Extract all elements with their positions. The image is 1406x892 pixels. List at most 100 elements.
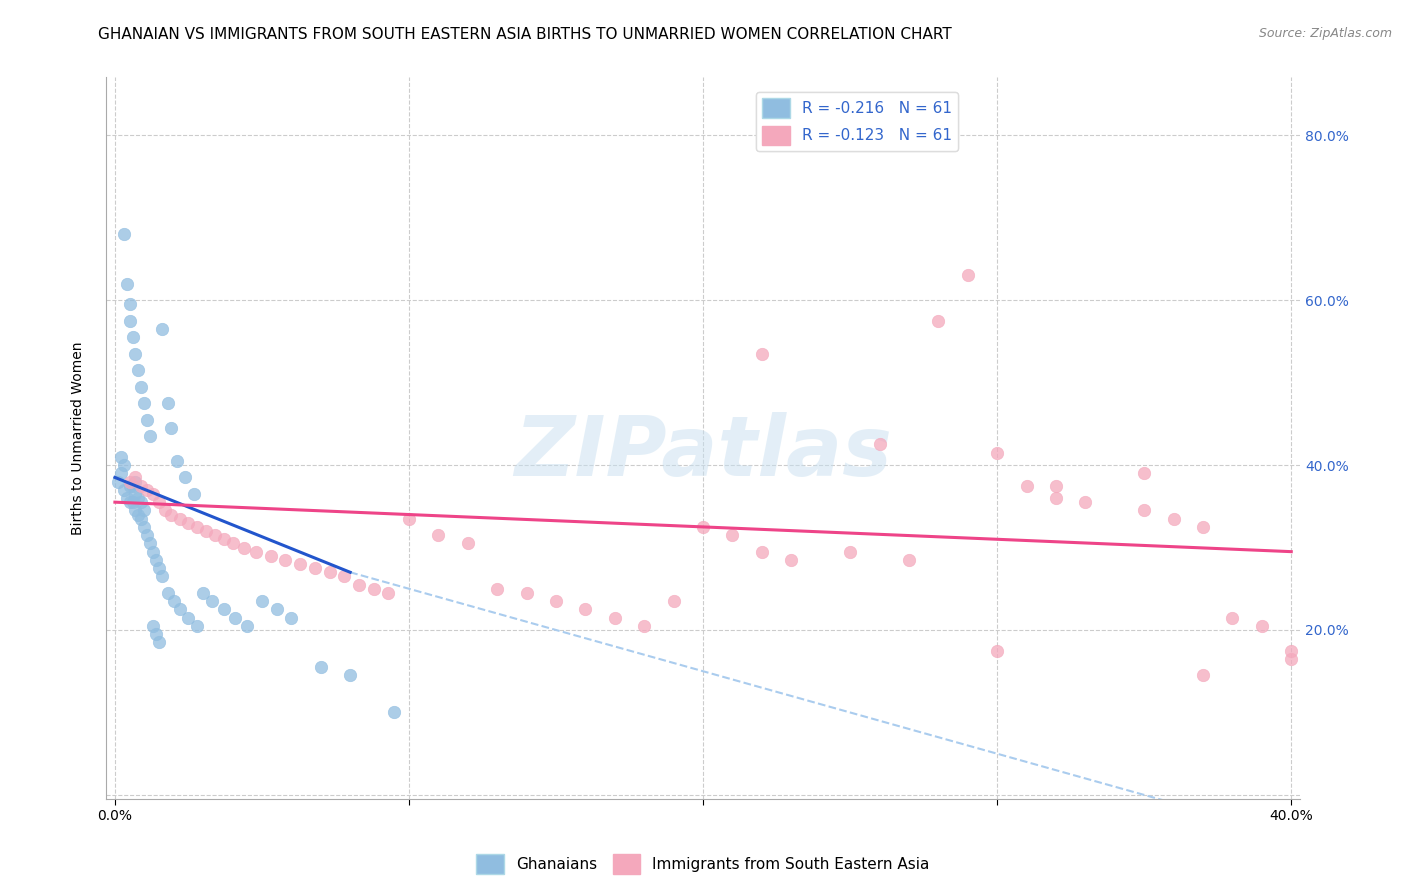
Point xyxy=(118,478,141,492)
Point xyxy=(124,347,146,361)
Point xyxy=(159,508,181,522)
Y-axis label: Births to Unmarried Women: Births to Unmarried Women xyxy=(72,342,86,535)
Point xyxy=(869,437,891,451)
Point xyxy=(1192,668,1215,682)
Point xyxy=(156,396,179,410)
Point xyxy=(339,668,361,682)
Point xyxy=(148,635,170,649)
Point xyxy=(115,277,138,291)
Point xyxy=(127,508,149,522)
Point xyxy=(127,491,149,505)
Point xyxy=(136,528,159,542)
Point xyxy=(347,577,370,591)
Point xyxy=(107,475,129,489)
Point xyxy=(288,557,311,571)
Point xyxy=(544,594,567,608)
Point xyxy=(139,536,162,550)
Point xyxy=(1222,610,1244,624)
Point xyxy=(163,594,186,608)
Point xyxy=(110,467,132,481)
Point xyxy=(134,520,156,534)
Point xyxy=(398,511,420,525)
Point xyxy=(118,495,141,509)
Point xyxy=(201,594,224,608)
Point xyxy=(986,445,1008,459)
Point xyxy=(662,594,685,608)
Point xyxy=(112,227,135,241)
Point xyxy=(124,487,146,501)
Point xyxy=(1045,491,1067,505)
Point xyxy=(1192,520,1215,534)
Point xyxy=(183,487,205,501)
Point xyxy=(486,582,509,596)
Point xyxy=(633,619,655,633)
Point xyxy=(304,561,326,575)
Point xyxy=(1163,511,1185,525)
Point xyxy=(124,475,146,489)
Point xyxy=(956,268,979,283)
Point xyxy=(142,544,165,558)
Point xyxy=(250,594,273,608)
Point xyxy=(363,582,385,596)
Point xyxy=(266,602,288,616)
Point xyxy=(1279,643,1302,657)
Point xyxy=(780,553,803,567)
Point xyxy=(516,586,538,600)
Point xyxy=(186,619,208,633)
Point xyxy=(110,450,132,464)
Point xyxy=(118,314,141,328)
Point xyxy=(142,487,165,501)
Point xyxy=(1133,503,1156,517)
Point xyxy=(274,553,297,567)
Point xyxy=(174,470,197,484)
Point xyxy=(159,421,181,435)
Point xyxy=(333,569,356,583)
Point xyxy=(233,541,256,555)
Point xyxy=(166,454,188,468)
Point xyxy=(145,553,167,567)
Point xyxy=(121,495,143,509)
Point xyxy=(148,561,170,575)
Point xyxy=(121,478,143,492)
Point xyxy=(751,544,773,558)
Point xyxy=(145,627,167,641)
Legend: Ghanaians, Immigrants from South Eastern Asia: Ghanaians, Immigrants from South Eastern… xyxy=(470,848,936,880)
Point xyxy=(427,528,450,542)
Point xyxy=(142,619,165,633)
Point xyxy=(692,520,714,534)
Point xyxy=(177,516,200,530)
Point xyxy=(131,380,153,394)
Point xyxy=(1250,619,1272,633)
Point xyxy=(721,528,744,542)
Point xyxy=(131,495,153,509)
Point xyxy=(457,536,479,550)
Point xyxy=(839,544,862,558)
Point xyxy=(927,314,949,328)
Point xyxy=(751,347,773,361)
Point xyxy=(124,503,146,517)
Point xyxy=(212,602,235,616)
Point xyxy=(148,495,170,509)
Point xyxy=(212,533,235,547)
Point xyxy=(115,491,138,505)
Point xyxy=(124,470,146,484)
Point xyxy=(382,706,405,720)
Point xyxy=(169,602,191,616)
Point xyxy=(156,586,179,600)
Point xyxy=(224,610,246,624)
Point xyxy=(260,549,283,563)
Point xyxy=(136,483,159,497)
Point xyxy=(191,586,214,600)
Text: GHANAIAN VS IMMIGRANTS FROM SOUTH EASTERN ASIA BIRTHS TO UNMARRIED WOMEN CORRELA: GHANAIAN VS IMMIGRANTS FROM SOUTH EASTER… xyxy=(98,27,952,42)
Point xyxy=(309,660,332,674)
Point xyxy=(150,569,173,583)
Point xyxy=(1133,467,1156,481)
Text: Source: ZipAtlas.com: Source: ZipAtlas.com xyxy=(1258,27,1392,40)
Point xyxy=(131,478,153,492)
Legend: R = -0.216   N = 61, R = -0.123   N = 61: R = -0.216 N = 61, R = -0.123 N = 61 xyxy=(756,92,957,152)
Point xyxy=(153,503,176,517)
Point xyxy=(134,503,156,517)
Point xyxy=(318,566,340,580)
Point xyxy=(280,610,302,624)
Point xyxy=(204,528,226,542)
